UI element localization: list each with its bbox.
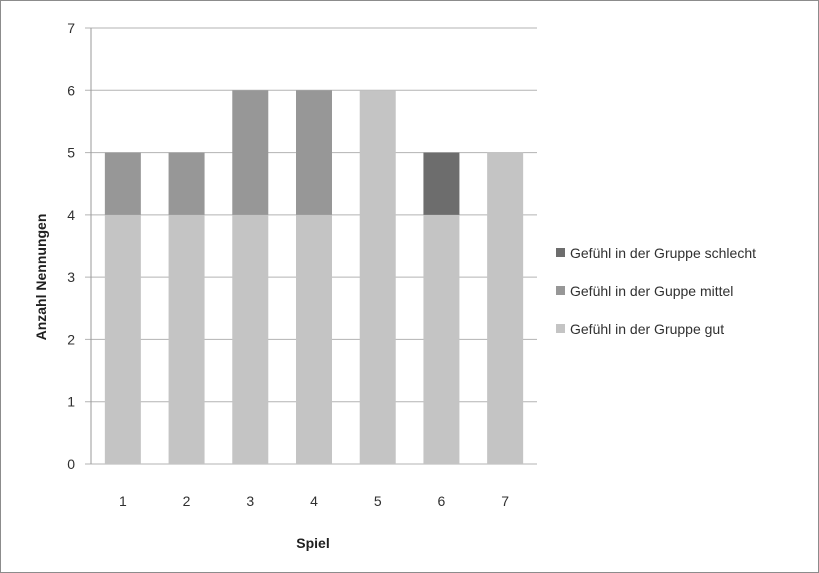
y-tick-label: 0 <box>67 456 75 472</box>
x-tick-labels: 1 2 3 4 5 6 7 <box>119 493 509 509</box>
x-axis-title: Spiel <box>296 535 329 551</box>
y-tick-label: 5 <box>67 145 75 161</box>
bar-segment <box>104 214 141 464</box>
legend-item: Gefühl in der Gruppe schlecht <box>556 245 756 261</box>
bar-segment <box>359 90 396 465</box>
bars <box>104 90 524 465</box>
legend-swatch <box>556 248 565 257</box>
x-tick-label: 3 <box>246 493 254 509</box>
y-tick-label: 7 <box>67 20 75 36</box>
bar-segment <box>296 214 332 464</box>
legend: Gefühl in der Gruppe schlecht Gefühl in d… <box>556 245 756 337</box>
bar-segment <box>232 90 269 215</box>
y-tick-label: 4 <box>67 207 75 223</box>
bar-segment <box>487 152 524 465</box>
legend-swatch <box>556 286 565 295</box>
y-tick-labels: 0 1 2 3 4 5 6 7 <box>67 20 75 472</box>
legend-label: Gefühl in der Gruppe schlecht <box>570 245 756 261</box>
x-tick-label: 2 <box>183 493 191 509</box>
bar-segment <box>168 214 205 464</box>
x-tick-label: 7 <box>501 493 509 509</box>
legend-swatch <box>556 324 565 333</box>
x-tick-label: 4 <box>310 493 318 509</box>
bar-segment <box>423 214 460 464</box>
bar-segment <box>423 152 460 215</box>
x-tick-label: 1 <box>119 493 127 509</box>
legend-label: Gefühl in der Gruppe gut <box>570 321 724 337</box>
legend-item: Gefühl in der Gruppe gut <box>556 321 724 337</box>
y-axis-title: Anzahl Nennungen <box>33 214 49 341</box>
y-tick-label: 6 <box>67 82 75 98</box>
y-tick-label: 2 <box>67 331 75 347</box>
bar-segment <box>232 214 269 464</box>
x-tick-label: 6 <box>438 493 446 509</box>
y-tick-label: 1 <box>67 394 75 410</box>
bar-segment <box>104 152 141 215</box>
y-tick-label: 3 <box>67 269 75 285</box>
x-tick-label: 5 <box>374 493 382 509</box>
legend-label: Gefühl in der Guppe mittel <box>570 283 733 299</box>
bar-segment <box>168 152 205 215</box>
legend-item: Gefühl in der Guppe mittel <box>556 283 733 299</box>
bar-segment <box>296 90 332 215</box>
